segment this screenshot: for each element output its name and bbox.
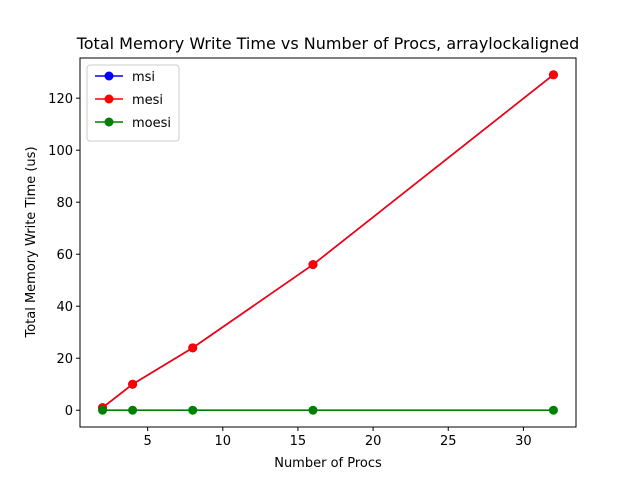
y-tick-label: 60: [56, 248, 73, 263]
data-point-mesi: [188, 343, 198, 353]
x-tick-label: 30: [515, 434, 532, 449]
x-tick-label: 5: [143, 434, 151, 449]
axes-frame: [79, 57, 577, 428]
data-point-moesi: [128, 405, 138, 415]
data-point-mesi: [128, 379, 138, 389]
legend-label-mesi: mesi: [132, 93, 163, 108]
data-point-moesi: [98, 405, 108, 415]
y-tick-label: 120: [48, 92, 73, 107]
data-point-moesi: [308, 405, 318, 415]
x-tick-label: 20: [365, 434, 382, 449]
x-tick-label: 15: [290, 434, 307, 449]
x-axis-title: Number of Procs: [274, 456, 382, 471]
chart-title: Total Memory Write Time vs Number of Pro…: [76, 34, 580, 53]
legend-marker-mesi: [104, 94, 114, 104]
y-tick-label: 40: [56, 300, 73, 315]
data-point-mesi: [308, 260, 318, 270]
legend-marker-msi: [104, 71, 114, 81]
plot-area: 5 10 15 20 25 30 0 20 40 60 80 100 120: [48, 57, 577, 449]
data-point-moesi: [548, 405, 558, 415]
data-point-moesi: [188, 405, 198, 415]
y-tick-label: 0: [65, 404, 73, 419]
y-tick-label: 20: [56, 352, 73, 367]
legend-label-msi: msi: [132, 70, 155, 85]
y-tick-label: 80: [56, 196, 73, 211]
x-tick-label: 10: [215, 434, 232, 449]
y-axis-title: Total Memory Write Time (us): [24, 146, 39, 338]
legend: msi mesi moesi: [86, 64, 180, 142]
legend-label-moesi: moesi: [132, 116, 171, 131]
data-point-mesi: [548, 70, 558, 80]
y-tick-label: 100: [48, 144, 73, 159]
x-tick-label: 25: [440, 434, 457, 449]
legend-marker-moesi: [104, 117, 114, 127]
